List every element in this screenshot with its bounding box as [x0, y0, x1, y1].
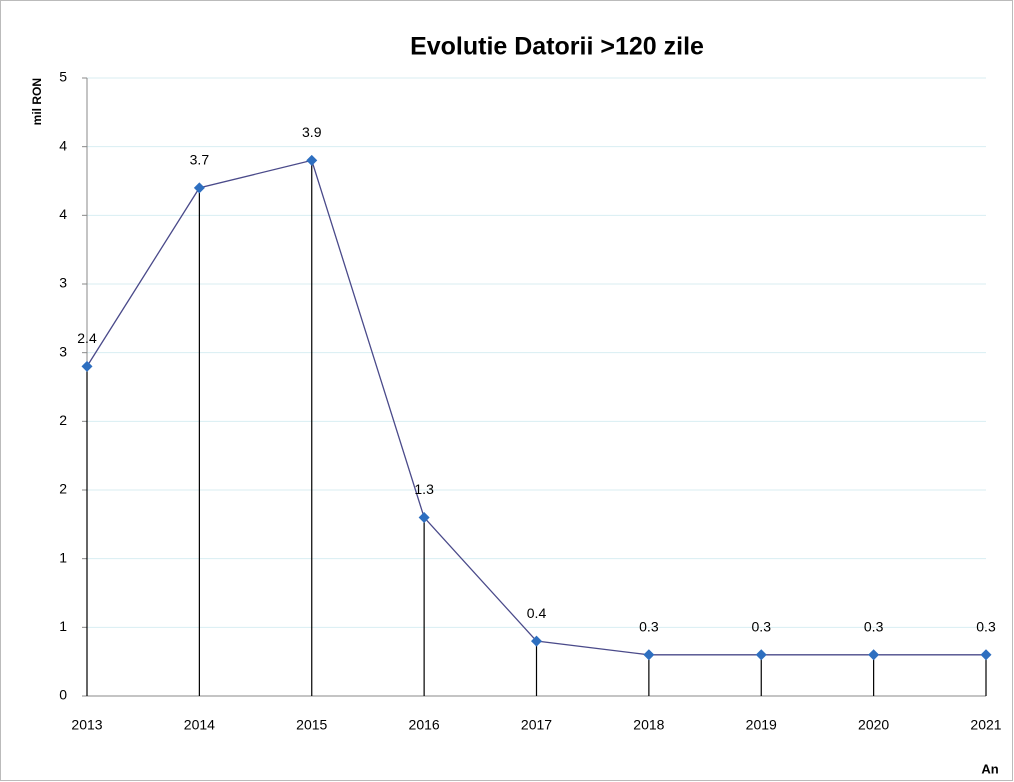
- data-point: [531, 635, 542, 647]
- data-point: [193, 182, 205, 194]
- data-label: 0.4: [527, 605, 547, 621]
- data-label: 0.3: [752, 619, 772, 635]
- x-tick-label: 2017: [521, 717, 552, 733]
- x-tick-label: 2016: [409, 717, 440, 733]
- data-point: [306, 154, 318, 166]
- data-point: [418, 511, 430, 523]
- x-tick-label: 2015: [296, 717, 327, 733]
- data-label: 3.9: [302, 124, 322, 140]
- x-tick-label: 2013: [71, 717, 102, 733]
- y-tick-label: 1: [59, 618, 67, 634]
- data-label: 0.3: [976, 619, 996, 635]
- data-point: [755, 649, 767, 661]
- x-tick-label: 2020: [858, 717, 889, 733]
- data-label: 0.3: [864, 619, 884, 635]
- data-label: 1.3: [414, 481, 434, 497]
- y-tick-label: 2: [59, 412, 67, 428]
- data-point: [81, 360, 93, 372]
- y-tick-label: 3: [59, 343, 67, 359]
- x-tick-label: 2019: [746, 717, 777, 733]
- y-axis-label: mil RON: [30, 78, 44, 125]
- data-point: [980, 649, 992, 661]
- data-point: [643, 649, 655, 661]
- data-point: [868, 649, 880, 661]
- x-tick-label: 2021: [970, 717, 1001, 733]
- y-tick-label: 4: [59, 137, 67, 153]
- data-label: 3.7: [190, 152, 210, 168]
- y-tick-label: 2: [59, 481, 67, 497]
- y-tick-label: 3: [59, 275, 67, 291]
- x-tick-label: 2014: [184, 717, 215, 733]
- y-tick-label: 1: [59, 549, 67, 565]
- y-tick-label: 5: [59, 69, 67, 85]
- chart-title: Evolutie Datorii >120 zile: [410, 33, 704, 61]
- data-label: 0.3: [639, 619, 659, 635]
- x-tick-label: 2018: [633, 717, 664, 733]
- y-tick-label: 4: [59, 206, 67, 222]
- y-tick-label: 0: [59, 687, 67, 703]
- data-label: 2.4: [77, 330, 97, 346]
- x-axis-label: An: [981, 761, 998, 776]
